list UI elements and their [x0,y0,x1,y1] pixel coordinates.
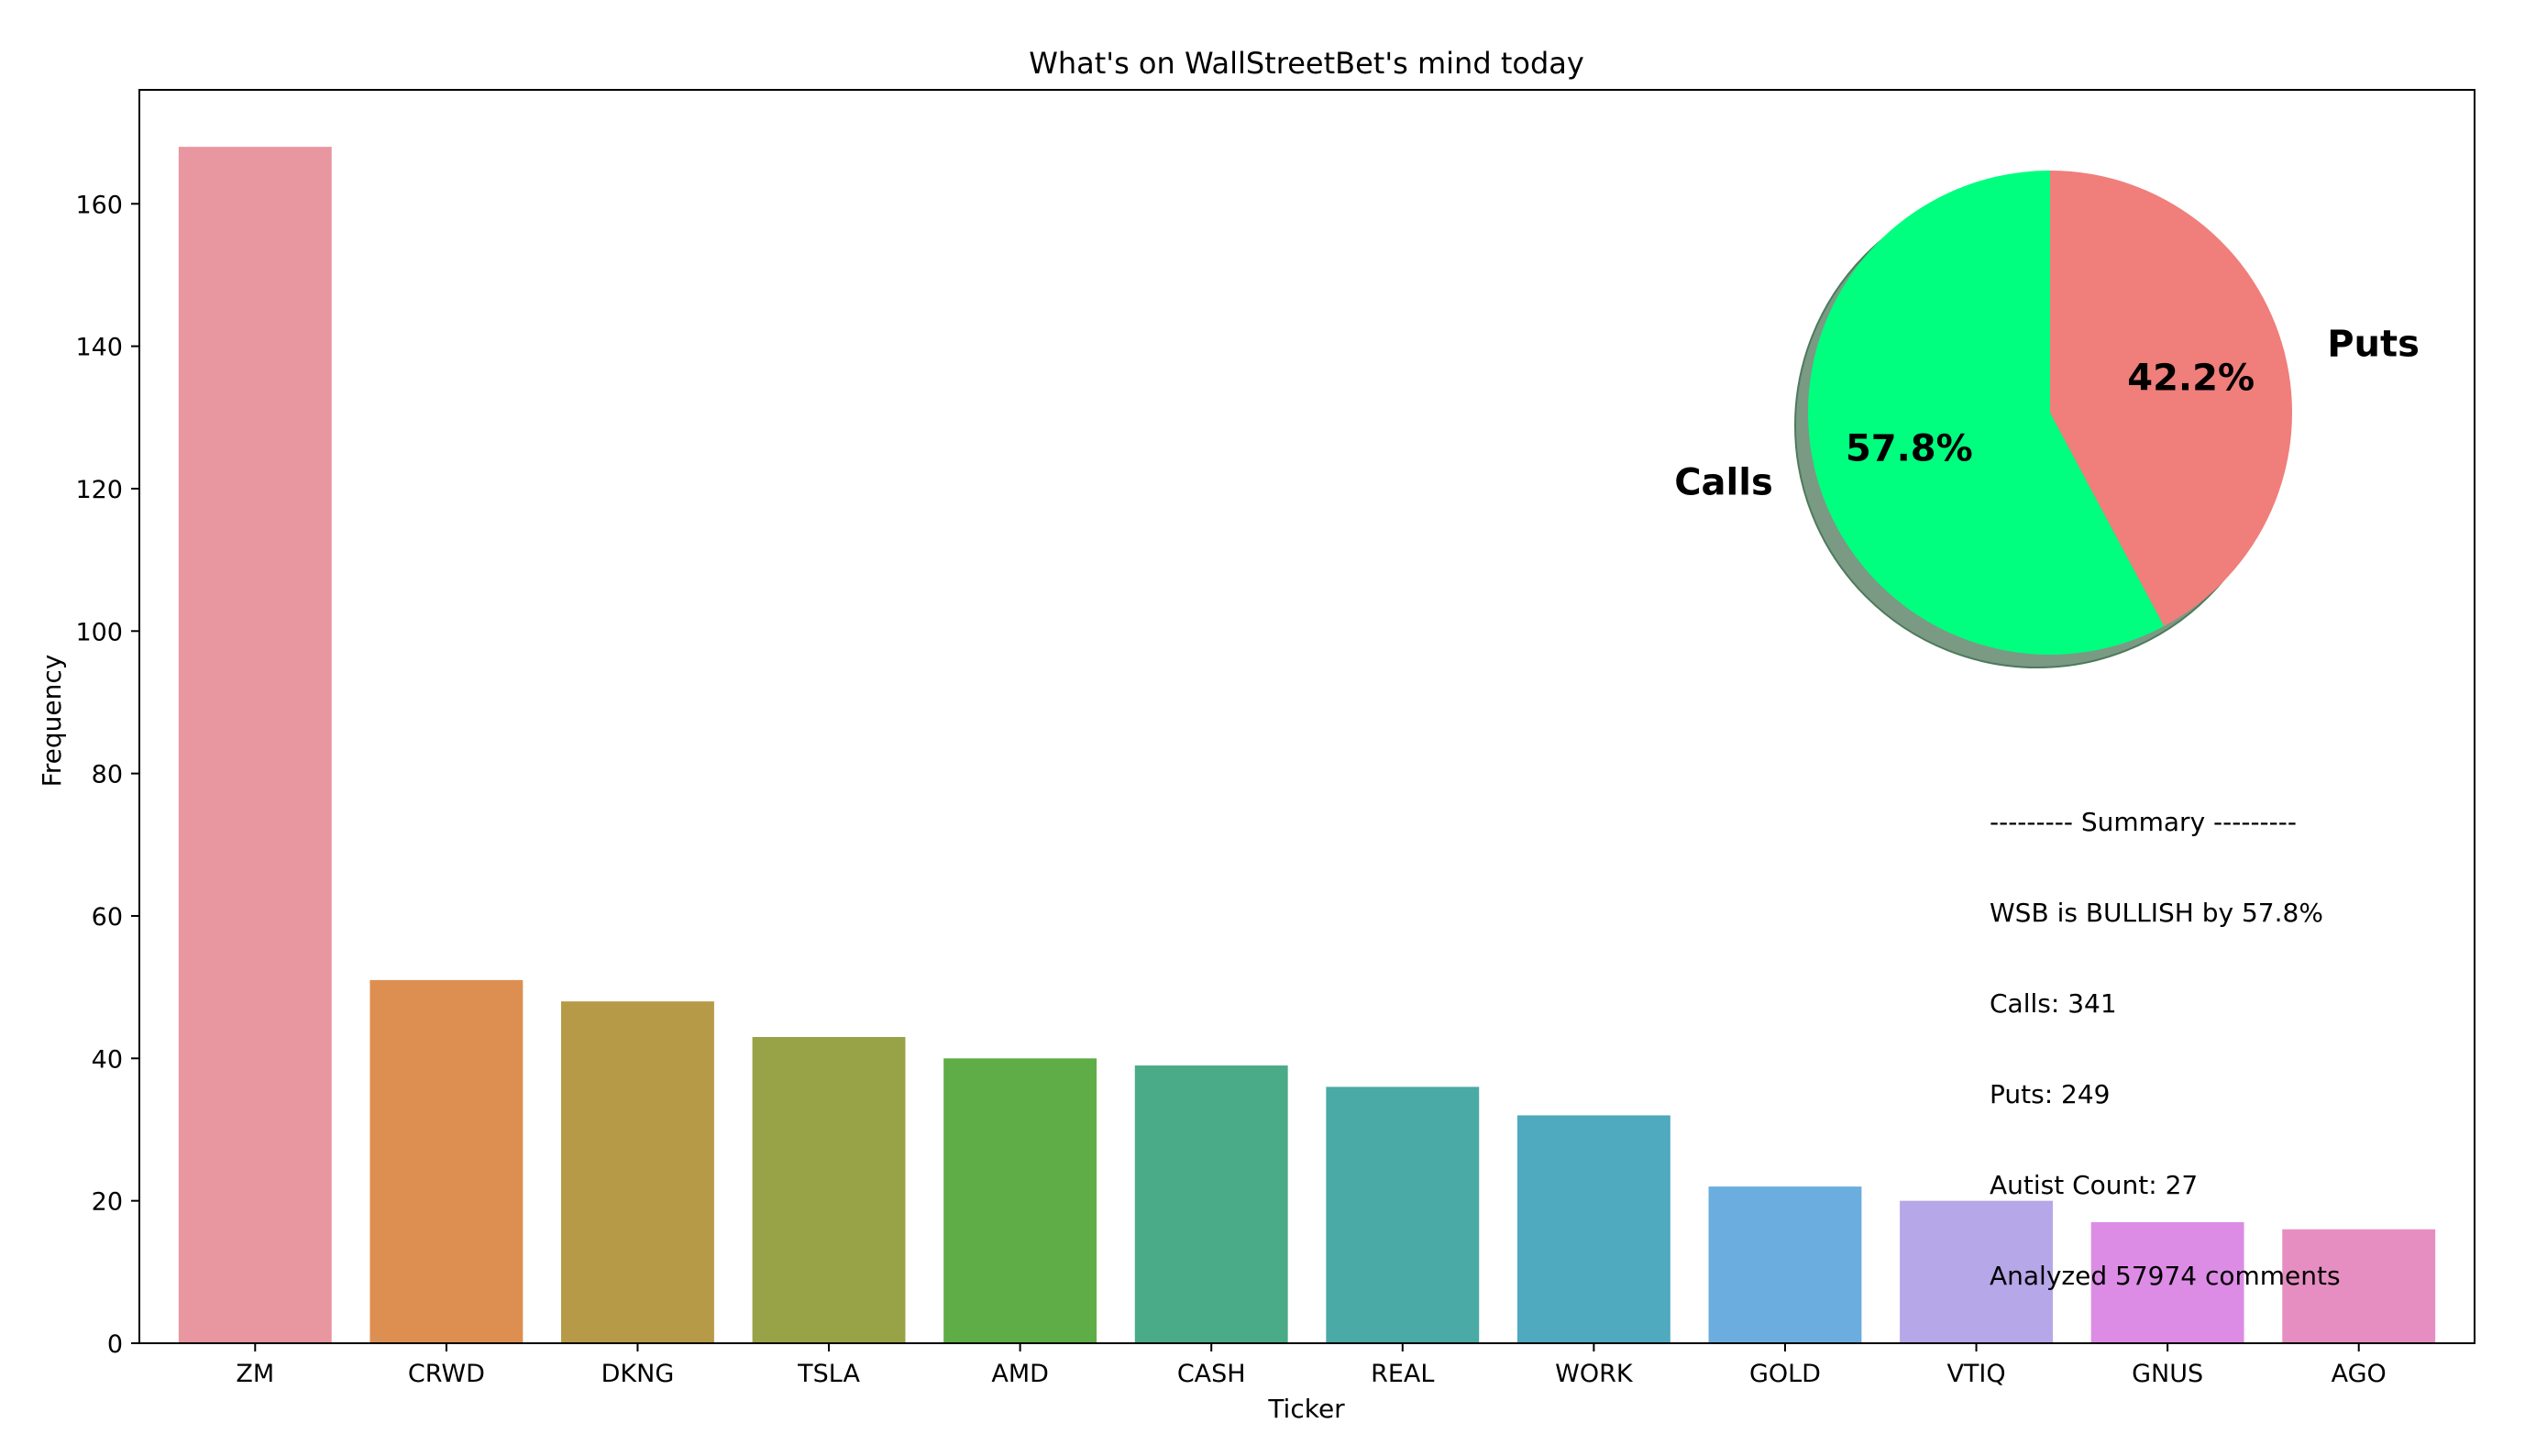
y-axis: 0 20 40 60 80 100 120 140 160 [75,191,139,1359]
bar-ago [2282,1229,2436,1343]
pie-slice-label: Puts [2327,323,2420,365]
x-tick-label: GOLD [1749,1360,1821,1388]
x-tick-label: GNUS [2132,1360,2203,1388]
x-tick-label: WORK [1555,1360,1634,1388]
bar-tsla [752,1037,906,1343]
pie-slice-puts [2050,171,2292,626]
summary-header: --------- Summary --------- [1990,807,2297,837]
bar-real [1326,1086,1480,1343]
chart-title: What's on WallStreetBet's mind today [1029,46,1584,81]
x-tick-label: ZM [236,1360,274,1388]
x-tick-label: REAL [1371,1360,1434,1388]
y-tick-label: 0 [107,1330,123,1359]
bar-work [1516,1115,1670,1343]
y-tick-label: 80 [92,761,123,789]
bars-group [178,147,2436,1344]
y-axis-label: Frequency [37,655,67,788]
y-tick-label: 60 [92,903,123,932]
y-tick-label: 40 [92,1045,123,1074]
plot-frame [138,89,2475,1344]
x-axis: ZM CRWD DKNG TSLA AMD CASH REAL WORK GOLD VTIQ GNU… [236,1343,2387,1388]
y-tick-label: 120 [75,476,123,504]
y-tick-label: 100 [75,618,123,646]
summary-autist-count: Autist Count: 27 [1990,1170,2199,1200]
pie-slice-label: Calls [1674,462,1773,504]
y-tick-label: 20 [92,1188,123,1217]
x-tick-label: AGO [2332,1360,2387,1388]
pie-slice-calls [1808,171,2165,656]
bar-vtiq [1900,1200,2053,1343]
bar-gold [1708,1186,1862,1343]
bar-gnus [2090,1221,2244,1343]
x-tick-label: CRWD [408,1360,485,1388]
bar-dkng [561,1001,714,1343]
y-tick-label: 140 [75,334,123,362]
summary-analyzed: Analyzed 57974 comments [1990,1261,2341,1291]
bar-cash [1134,1065,1288,1343]
summary-box: --------- Summary --------- WSB is BULLI… [1990,746,2341,1321]
summary-calls: Calls: 341 [1990,988,2117,1019]
pie-pct-label: 42.2% [2127,358,2255,400]
bar-zm [178,147,332,1344]
bar-amd [943,1058,1097,1343]
x-tick-label: CASH [1177,1360,1246,1388]
bar-crwd [369,979,524,1343]
x-tick-label: TSLA [797,1360,860,1388]
summary-puts: Puts: 249 [1990,1079,2111,1109]
pie-chart: 57.8% Calls 42.2% Puts [1674,171,2420,668]
x-tick-label: VTIQ [1946,1360,2005,1388]
x-tick-label: AMD [991,1360,1049,1388]
x-axis-label: Ticker [1267,1394,1345,1424]
y-tick-label: 160 [75,191,123,219]
summary-sentiment: WSB is BULLISH by 57.8% [1990,898,2323,928]
pie-pct-label: 57.8% [1846,427,1973,469]
x-tick-label: DKNG [601,1360,675,1388]
